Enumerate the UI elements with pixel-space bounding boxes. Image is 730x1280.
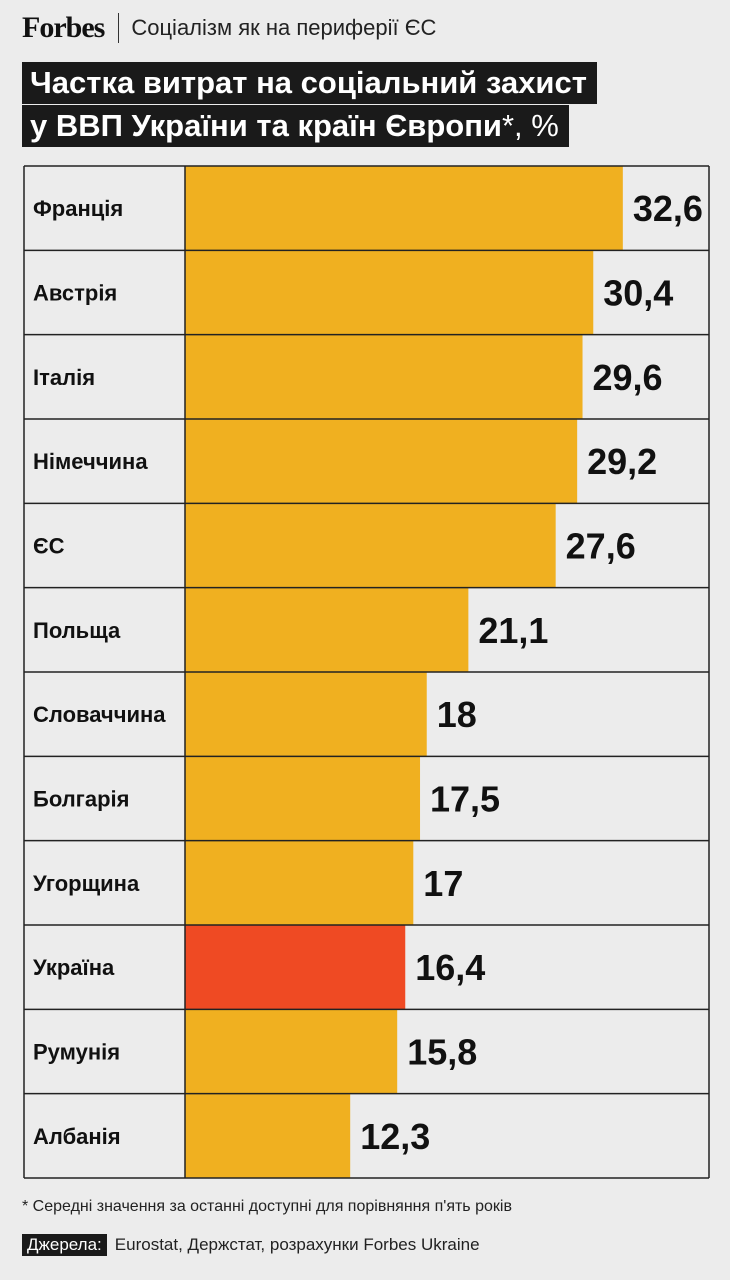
title-line-2-main: у ВВП України та країн Європи bbox=[30, 108, 502, 143]
category-label-8: Угорщина bbox=[33, 871, 140, 896]
bar-11 bbox=[185, 1093, 351, 1178]
value-label-0: 32,6 bbox=[633, 188, 703, 229]
category-label-5: Польща bbox=[33, 618, 121, 643]
value-label-1: 30,4 bbox=[603, 273, 673, 314]
category-label-11: Албанія bbox=[33, 1124, 121, 1149]
value-label-6: 18 bbox=[437, 694, 477, 735]
value-label-5: 21,1 bbox=[478, 610, 548, 651]
chart-title: Частка витрат на соціальний захист у ВВП… bbox=[22, 62, 597, 148]
section-title: Соціалізм як на периферії ЄС bbox=[131, 15, 437, 40]
title-line-1: Частка витрат на соціальний захист bbox=[22, 62, 597, 104]
category-label-3: Німеччина bbox=[33, 449, 148, 474]
bar-0 bbox=[185, 166, 623, 251]
category-label-10: Румунія bbox=[33, 1040, 120, 1065]
category-label-9: Україна bbox=[33, 955, 115, 980]
footnote: * Середні значення за останні доступні д… bbox=[22, 1198, 512, 1215]
sources-label: Джерела: bbox=[22, 1234, 107, 1256]
bar-6 bbox=[185, 672, 427, 757]
bar-1 bbox=[185, 250, 594, 335]
value-label-9: 16,4 bbox=[415, 947, 485, 988]
header-divider bbox=[118, 13, 120, 43]
bar-4 bbox=[185, 503, 556, 588]
category-label-4: ЄС bbox=[33, 534, 65, 559]
sources: Джерела: Eurostat, Держстат, розрахунки … bbox=[22, 1234, 480, 1256]
title-line-2-suffix: *, % bbox=[501, 108, 559, 143]
bar-9 bbox=[185, 925, 406, 1010]
value-label-7: 17,5 bbox=[430, 779, 500, 820]
bar-10 bbox=[185, 1009, 398, 1094]
value-label-11: 12,3 bbox=[360, 1116, 430, 1157]
value-label-2: 29,6 bbox=[593, 357, 663, 398]
bar-2 bbox=[185, 334, 583, 419]
bar-7 bbox=[185, 756, 421, 841]
bar-5 bbox=[185, 587, 469, 672]
value-label-8: 17 bbox=[423, 863, 463, 904]
category-label-2: Італія bbox=[33, 365, 95, 390]
sources-text: Eurostat, Держстат, розрахунки Forbes Uk… bbox=[114, 1235, 480, 1254]
category-label-7: Болгарія bbox=[33, 787, 129, 812]
bar-3 bbox=[185, 419, 578, 504]
value-label-3: 29,2 bbox=[587, 441, 657, 482]
header: Forbes Соціалізм як на периферії ЄС bbox=[22, 8, 436, 48]
category-label-6: Словаччина bbox=[33, 702, 166, 727]
bar-8 bbox=[185, 840, 414, 925]
category-label-0: Франція bbox=[33, 196, 123, 221]
forbes-logo: Forbes bbox=[22, 11, 105, 44]
category-label-1: Австрія bbox=[33, 281, 117, 306]
title-line-2: у ВВП України та країн Європи*, % bbox=[22, 105, 569, 147]
value-label-4: 27,6 bbox=[566, 526, 636, 567]
value-label-10: 15,8 bbox=[407, 1032, 477, 1073]
